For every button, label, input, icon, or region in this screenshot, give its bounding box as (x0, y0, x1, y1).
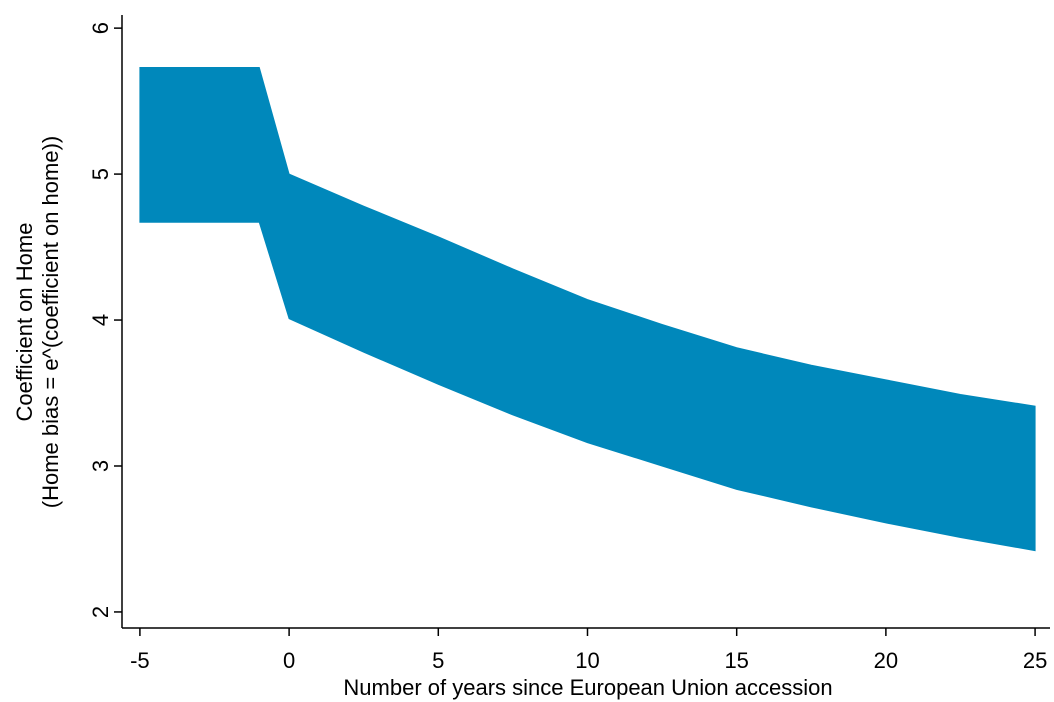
x-tick-label: 25 (1023, 648, 1047, 673)
y-tick-label: 2 (88, 606, 113, 618)
x-axis-label: Number of years since European Union acc… (343, 675, 832, 700)
x-tick-label: 10 (575, 648, 599, 673)
x-tick-label: -5 (130, 648, 150, 673)
y-tick-label: 4 (88, 314, 113, 326)
y-tick-label: 6 (88, 22, 113, 34)
x-tick-label: 0 (283, 648, 295, 673)
y-axis-label: (Home bias = e^(coefficient on home)) (38, 136, 63, 508)
x-tick-label: 20 (874, 648, 898, 673)
y-tick-label: 3 (88, 460, 113, 472)
y-axis-label: Coefficient on Home (12, 223, 37, 422)
y-tick-label: 5 (88, 168, 113, 180)
x-tick-label: 15 (724, 648, 748, 673)
x-tick-label: 5 (432, 648, 444, 673)
range-band (139, 67, 1036, 552)
